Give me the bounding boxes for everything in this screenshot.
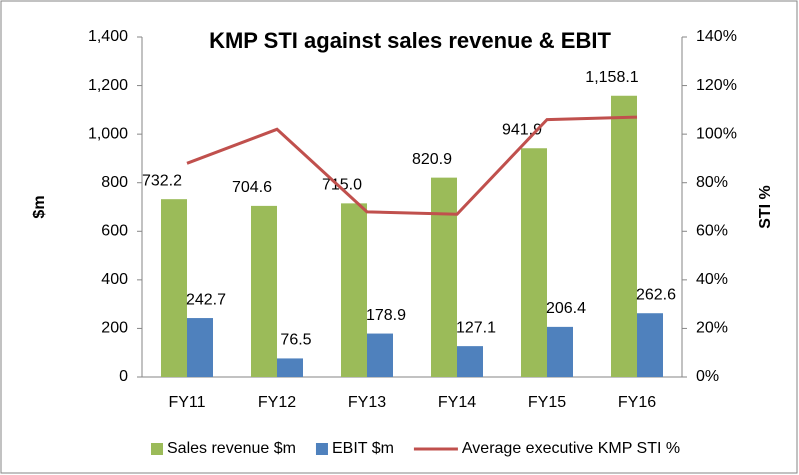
data-label: 820.9: [412, 151, 452, 168]
x-tick-label: FY16: [618, 394, 656, 411]
data-label: 76.5: [280, 332, 311, 349]
bar: [431, 177, 457, 377]
y2-tick-label: 80%: [696, 174, 728, 191]
y-tick-label: 0: [119, 368, 128, 385]
data-label: 206.4: [546, 300, 586, 317]
x-tick-label: FY11: [168, 394, 205, 411]
data-label: 1,158.1: [585, 69, 638, 86]
legend-label: EBIT $m: [332, 440, 394, 457]
bar: [611, 95, 637, 378]
data-label: 704.6: [232, 179, 272, 196]
x-tick-label: FY13: [348, 394, 386, 411]
y2-tick-label: 40%: [696, 271, 728, 288]
data-label: 127.1: [456, 319, 496, 336]
y2-tick-label: 140%: [696, 28, 737, 45]
data-label: 262.6: [636, 286, 676, 303]
x-tick-label: FY12: [258, 394, 296, 411]
y-axis-title: $m: [31, 195, 48, 218]
y2-axis-title: STI %: [757, 185, 774, 229]
y2-tick-label: 100%: [696, 125, 737, 142]
y2-tick-label: 120%: [696, 77, 737, 94]
bar: [547, 326, 573, 377]
bar: [367, 333, 393, 377]
y2-tick-label: 60%: [696, 223, 728, 240]
bar: [277, 358, 303, 377]
line-series: [186, 115, 638, 216]
chart-title: KMP STI against sales revenue & EBIT: [209, 28, 611, 53]
y-tick-label: 1,200: [88, 77, 128, 94]
legend-swatch: [151, 443, 163, 455]
y-tick-label: 1,000: [88, 125, 128, 142]
legend-label: Average executive KMP STI %: [462, 440, 680, 457]
data-label: 732.2: [142, 172, 182, 189]
legend-label: Sales revenue $m: [167, 440, 296, 457]
bar: [457, 346, 483, 377]
data-label: 715.0: [322, 177, 362, 194]
x-tick-label: FY14: [438, 394, 476, 411]
data-label: 242.7: [186, 291, 226, 308]
bar: [521, 148, 547, 377]
data-label: 178.9: [366, 307, 406, 324]
y2-tick-label: 0%: [696, 368, 719, 385]
y-tick-label: 600: [101, 223, 128, 240]
y2-tick-label: 20%: [696, 320, 728, 337]
x-tick-label: FY15: [528, 394, 566, 411]
bar: [161, 199, 187, 377]
legend-swatch: [315, 443, 328, 455]
bar: [251, 205, 277, 377]
bar: [187, 318, 213, 377]
bar: [341, 203, 367, 377]
y-tick-label: 400: [101, 271, 128, 288]
y-tick-label: 200: [101, 320, 128, 337]
y-tick-label: 1,400: [88, 28, 128, 45]
y-tick-label: 800: [101, 174, 128, 191]
bar: [637, 313, 663, 377]
